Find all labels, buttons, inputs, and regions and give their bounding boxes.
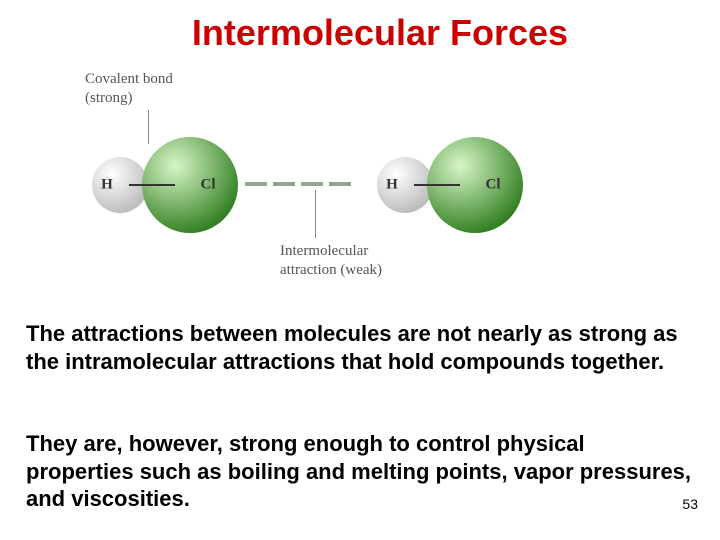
- atom-h-2-label: H: [386, 177, 398, 194]
- gap-dash: [301, 182, 323, 186]
- covalent-pointer: [148, 110, 149, 144]
- diagram: Covalent bond (strong) H Cl H Cl Intermo…: [85, 70, 635, 300]
- bond-1: [129, 184, 175, 186]
- intermolecular-gap: [245, 182, 351, 186]
- atom-cl-2-label: Cl: [486, 177, 501, 194]
- intermolecular-label: Intermolecular attraction (weak): [280, 242, 382, 280]
- atom-h-1-label: H: [101, 177, 113, 194]
- paragraph-2: They are, however, strong enough to cont…: [26, 430, 694, 513]
- inter-label-line1: Intermolecular: [280, 243, 368, 259]
- atom-cl-1-label: Cl: [201, 177, 216, 194]
- gap-dash: [329, 182, 351, 186]
- intermolecular-pointer: [315, 190, 316, 238]
- inter-label-line2: attraction (weak): [280, 262, 382, 278]
- bond-2: [414, 184, 460, 186]
- page-number: 53: [682, 496, 698, 512]
- covalent-label-line2: (strong): [85, 90, 133, 106]
- paragraph-1: The attractions between molecules are no…: [26, 320, 694, 375]
- covalent-bond-label: Covalent bond (strong): [85, 70, 173, 108]
- gap-dash: [245, 182, 267, 186]
- covalent-label-line1: Covalent bond: [85, 71, 173, 87]
- page-title: Intermolecular Forces: [0, 12, 720, 54]
- gap-dash: [273, 182, 295, 186]
